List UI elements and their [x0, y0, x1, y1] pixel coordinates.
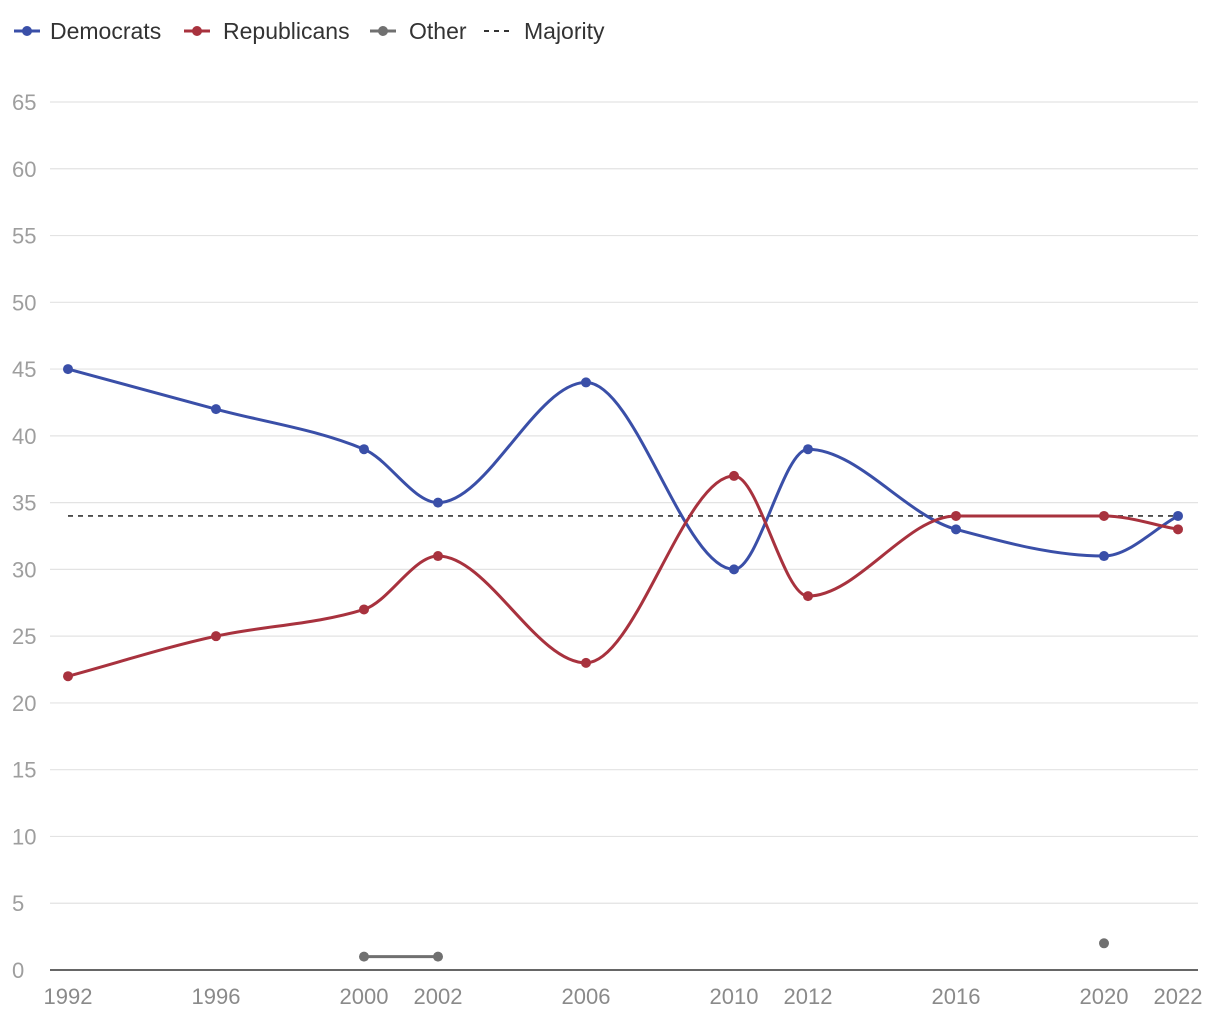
series-democrats-point[interactable]	[1099, 551, 1109, 562]
series-other-point[interactable]	[359, 951, 369, 962]
legend-item-democrats[interactable]: Democrats	[14, 18, 161, 44]
y-tick-label: 25	[12, 624, 36, 649]
x-tick-label: 2016	[932, 984, 981, 1009]
y-tick-label: 15	[12, 758, 36, 783]
series-democrats	[63, 364, 1183, 575]
y-tick-label: 10	[12, 824, 36, 849]
y-tick-label: 50	[12, 290, 36, 315]
legend-democrats-dot-icon	[22, 26, 32, 36]
legend-item-majority[interactable]: Majority	[484, 18, 605, 44]
y-tick-label: 30	[12, 557, 36, 582]
series-republicans-point[interactable]	[1099, 510, 1109, 521]
series-democrats-point[interactable]	[951, 524, 961, 535]
grid	[50, 101, 1198, 904]
x-tick-label: 2002	[414, 984, 463, 1009]
series-republicans-point[interactable]	[1173, 524, 1183, 535]
x-tick-label: 2010	[710, 984, 759, 1009]
series-democrats-line	[66, 367, 1180, 571]
legend-majority-label: Majority	[524, 18, 605, 44]
series-republicans-point[interactable]	[359, 604, 369, 615]
series-democrats-point[interactable]	[359, 444, 369, 455]
y-tick-label: 45	[12, 357, 36, 382]
series-republicans-point[interactable]	[729, 470, 739, 481]
series-republicans-point[interactable]	[63, 671, 73, 682]
x-tick-label: 2020	[1080, 984, 1129, 1009]
legend-republicans-dot-icon	[192, 26, 202, 36]
x-tick-label: 2012	[784, 984, 833, 1009]
legend-item-other[interactable]: Other	[370, 18, 467, 44]
legend-other-dot-icon	[378, 26, 388, 36]
legend-item-republicans[interactable]: Republicans	[184, 18, 350, 44]
series-republicans-point[interactable]	[211, 631, 221, 642]
series-republicans-point[interactable]	[803, 591, 813, 602]
y-tick-label: 20	[12, 691, 36, 716]
series-republicans-point[interactable]	[433, 551, 443, 562]
series-republicans-line	[66, 474, 1180, 678]
series-republicans-point[interactable]	[951, 510, 961, 521]
y-tick-label: 55	[12, 224, 36, 249]
series-other-point[interactable]	[1099, 938, 1109, 949]
x-tick-label: 2006	[562, 984, 611, 1009]
legend-other-label: Other	[409, 18, 467, 44]
series-democrats-point[interactable]	[1173, 510, 1183, 521]
y-tick-label: 35	[12, 491, 36, 516]
legend-democrats-label: Democrats	[50, 18, 161, 44]
x-tick-label: 2022	[1154, 984, 1203, 1009]
series-other	[359, 938, 1109, 962]
series-layer	[63, 364, 1183, 962]
y-tick-label: 40	[12, 424, 36, 449]
x-tick-label: 2000	[340, 984, 389, 1009]
series-democrats-point[interactable]	[729, 564, 739, 575]
series-democrats-point[interactable]	[63, 364, 73, 375]
series-republicans	[63, 470, 1183, 682]
series-democrats-point[interactable]	[433, 497, 443, 508]
series-republicans-point[interactable]	[581, 657, 591, 668]
x-tick-label: 1992	[44, 984, 93, 1009]
series-democrats-point[interactable]	[581, 377, 591, 388]
y-axis-ticks: 0 5 10 15 20 25 30 35 40 45 50 55 60 65	[12, 90, 36, 983]
legend-republicans-label: Republicans	[223, 18, 350, 44]
x-axis-ticks: 1992 1996 2000 2002 2006 2010 2012 2016 2020 2022	[44, 984, 1203, 1009]
y-tick-label: 0	[12, 958, 24, 983]
series-democrats-point[interactable]	[211, 404, 221, 415]
y-tick-label: 5	[12, 891, 24, 916]
legend: Democrats Republicans Other Majority	[14, 18, 605, 44]
y-tick-label: 60	[12, 157, 36, 182]
series-other-point[interactable]	[433, 951, 443, 962]
x-tick-label: 1996	[192, 984, 241, 1009]
series-democrats-point[interactable]	[803, 444, 813, 455]
y-tick-label: 65	[12, 90, 36, 115]
